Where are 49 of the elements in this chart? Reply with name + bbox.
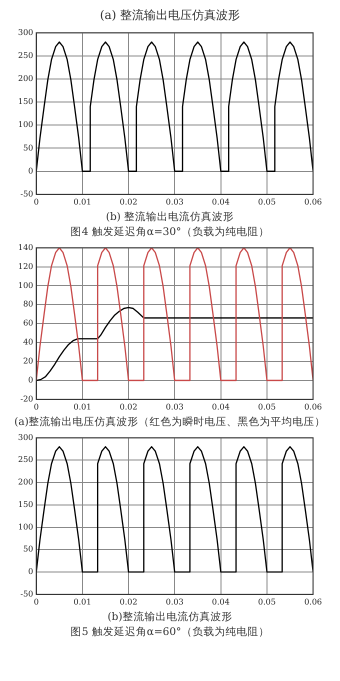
y-tick-label: 150 bbox=[18, 500, 34, 509]
x-tick-label: 0.03 bbox=[166, 197, 184, 206]
y-tick-label: 100 bbox=[18, 120, 34, 130]
y-tick-label: 40 bbox=[23, 338, 34, 347]
y-tick-label: -20 bbox=[20, 394, 34, 404]
x-tick-label: 0.04 bbox=[212, 597, 230, 606]
y-tick-label: -50 bbox=[20, 589, 34, 598]
x-tick-label: 0.05 bbox=[258, 197, 276, 206]
x-tick-label: 0.03 bbox=[166, 402, 184, 412]
y-tick-label: -50 bbox=[20, 189, 34, 198]
y-tick-label: 60 bbox=[23, 318, 34, 328]
x-tick-label: 0.01 bbox=[74, 402, 92, 412]
y-tick-label: 50 bbox=[23, 544, 34, 554]
x-tick-label: 0.01 bbox=[74, 597, 92, 606]
x-tick-label: 0.01 bbox=[74, 197, 92, 206]
x-tick-label: 0.06 bbox=[304, 402, 322, 412]
y-tick-label: 100 bbox=[18, 280, 34, 290]
x-tick-label: 0.06 bbox=[304, 197, 322, 206]
x-tick-label: 0.03 bbox=[166, 597, 184, 606]
y-tick-label: 150 bbox=[18, 97, 34, 106]
text: (a)整流输出电压仿真波形（红色为瞬时电压、黑色为平均电压） bbox=[13, 415, 327, 430]
x-tick-label: 0.04 bbox=[212, 197, 230, 206]
caption: 图4 触发延迟角α=30°（负载为纯电阻） bbox=[70, 225, 270, 240]
y-tick-label: 250 bbox=[18, 50, 34, 60]
text: (b) 整流输出电流仿真波形 bbox=[104, 210, 236, 225]
y-tick-label: 300 bbox=[18, 432, 34, 442]
x-tick-label: 0.05 bbox=[258, 597, 276, 606]
y-tick-label: 100 bbox=[18, 522, 34, 532]
x-tick-label: 0.02 bbox=[120, 597, 138, 606]
y-tick-label: 80 bbox=[23, 300, 34, 309]
y-tick-label: 200 bbox=[18, 74, 34, 84]
text: (b)整流输出电流仿真波形 bbox=[106, 610, 234, 625]
x-tick-label: 0.05 bbox=[258, 402, 276, 412]
chart-title: (a) 整流输出电压仿真波形 bbox=[98, 8, 242, 23]
y-tick-label: 120 bbox=[18, 262, 34, 271]
y-tick-label: 140 bbox=[18, 242, 34, 252]
y-tick-label: 300 bbox=[18, 28, 34, 37]
y-tick-label: 0 bbox=[28, 567, 34, 576]
y-tick-label: 250 bbox=[18, 455, 34, 464]
y-tick-label: 20 bbox=[23, 356, 34, 366]
x-tick-label: 0.06 bbox=[304, 597, 322, 606]
x-tick-label: 0.04 bbox=[212, 402, 230, 412]
x-tick-label: 0.02 bbox=[120, 197, 138, 206]
y-tick-label: 50 bbox=[23, 143, 34, 152]
caption: 图5 触发延迟角α=60°（负载为纯电阻） bbox=[70, 625, 270, 640]
y-tick-label: 0 bbox=[28, 376, 34, 385]
y-tick-label: 200 bbox=[18, 478, 34, 487]
y-tick-label: 0 bbox=[28, 166, 34, 176]
x-tick-label: 0.02 bbox=[120, 402, 138, 412]
